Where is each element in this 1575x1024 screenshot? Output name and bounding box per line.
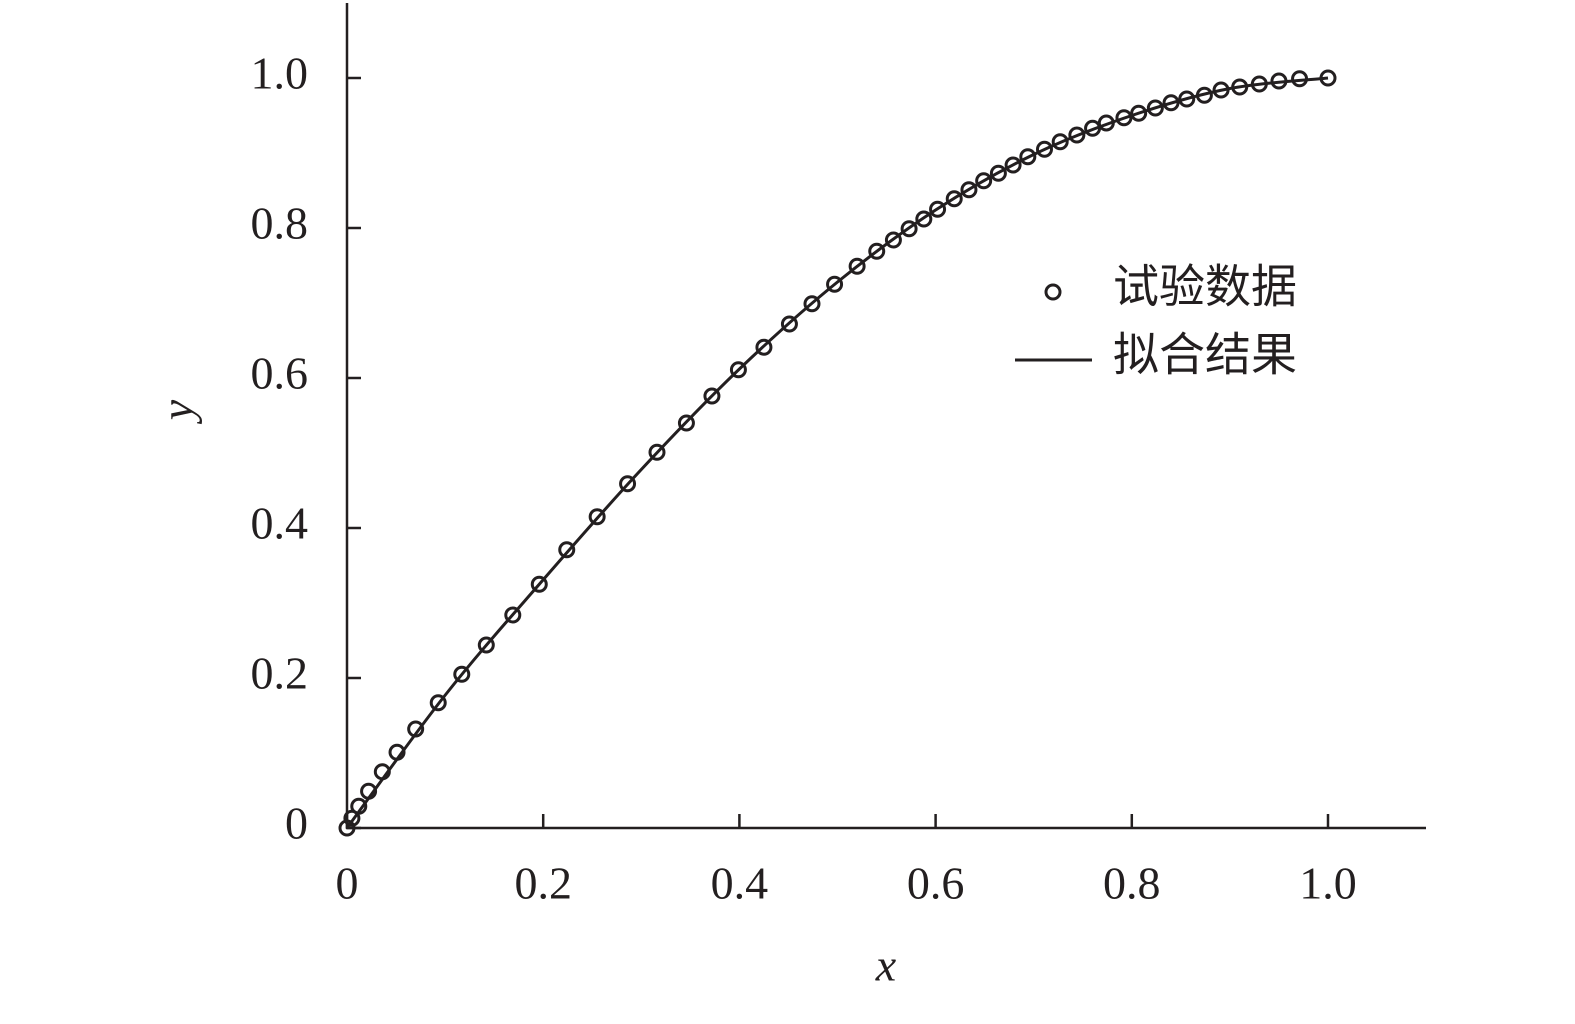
y-tick-label: 0.2 (251, 648, 309, 699)
legend-label: 试验数据 (1113, 262, 1297, 313)
data-point (619, 475, 637, 493)
data-point (429, 694, 447, 712)
data-point (1115, 109, 1133, 127)
data-point (945, 190, 963, 208)
data-point (1068, 126, 1086, 144)
data-point (453, 665, 471, 683)
data-point (975, 172, 993, 190)
x-tick-label: 0 (336, 858, 359, 909)
data-point (915, 210, 933, 228)
data-point (477, 636, 495, 654)
y-axis-label: y (152, 399, 203, 424)
data-point (989, 164, 1007, 182)
data-point (1178, 90, 1196, 108)
data-point (900, 220, 918, 238)
data-point (648, 443, 666, 461)
legend-marker (1044, 283, 1062, 301)
data-point (1004, 156, 1022, 174)
data-point (1130, 104, 1148, 122)
y-tick-label: 0.4 (251, 498, 309, 549)
data-point (1035, 140, 1053, 158)
x-tick-label: 1.0 (1299, 858, 1357, 909)
data-point (677, 414, 695, 432)
data-point (1162, 94, 1180, 112)
data-point (868, 242, 886, 260)
data-point (504, 606, 522, 624)
data-point (755, 338, 773, 356)
data-point (703, 387, 721, 405)
legend-label: 拟合结果 (1113, 330, 1297, 381)
x-tick-label: 0.8 (1103, 858, 1161, 909)
data-point (803, 295, 821, 313)
x-axis-label: x (875, 940, 897, 991)
data-point (1051, 133, 1069, 151)
data-point (960, 181, 978, 199)
data-point (884, 231, 902, 249)
x-tick-label: 0.2 (514, 858, 572, 909)
data-point (848, 257, 866, 275)
data-point (588, 508, 606, 526)
data-point (826, 275, 844, 293)
data-point (1019, 148, 1037, 166)
y-tick-label: 1.0 (251, 48, 309, 99)
data-point (1146, 99, 1164, 117)
data-point (929, 200, 947, 218)
y-tick-label: 0 (285, 798, 308, 849)
data-point (780, 315, 798, 333)
fit-line (345, 76, 1329, 829)
x-tick-label: 0.6 (907, 858, 965, 909)
data-point (729, 361, 747, 379)
x-tick-label: 0.4 (711, 858, 769, 909)
data-point (558, 541, 576, 559)
y-tick-label: 0.8 (251, 198, 309, 249)
data-point (530, 575, 548, 593)
y-tick-label: 0.6 (251, 348, 309, 399)
